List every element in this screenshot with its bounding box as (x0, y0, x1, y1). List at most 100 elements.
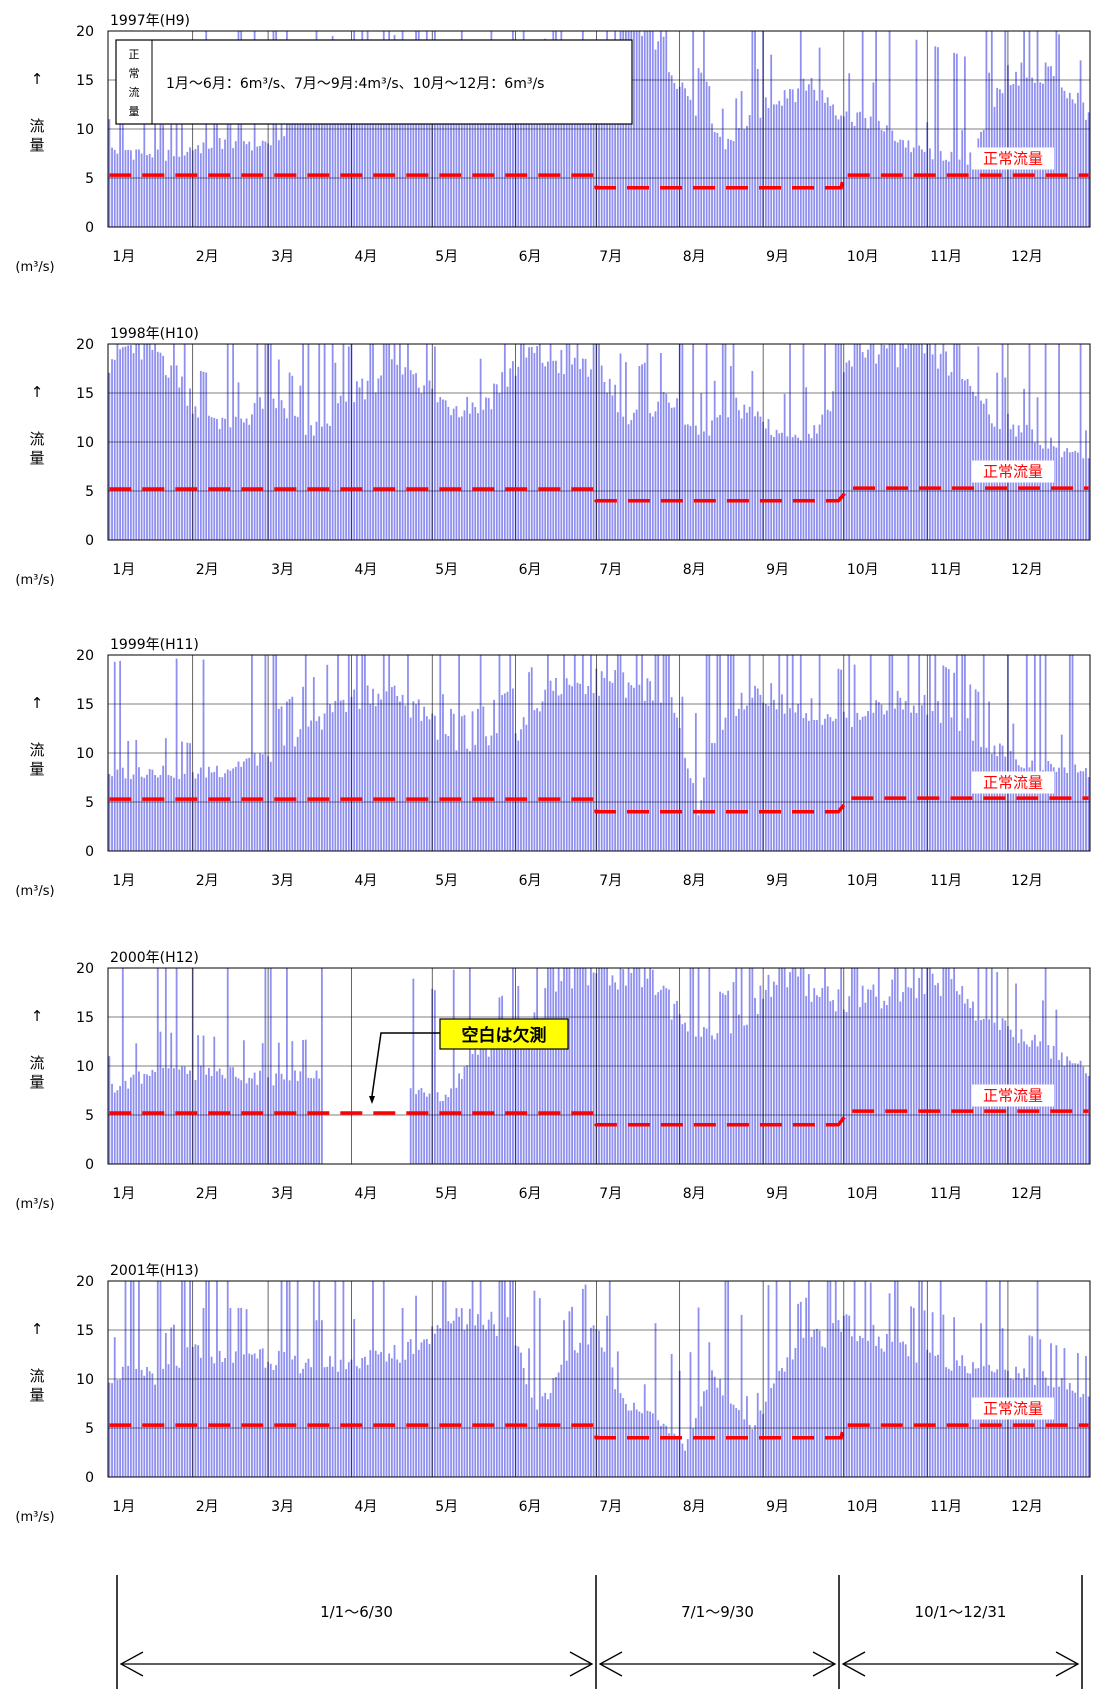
flow-bar (832, 1000, 834, 1164)
flow-bar (291, 375, 294, 540)
x-tick-label: 12月 (1011, 1186, 1043, 1202)
flow-bar (170, 1032, 173, 1164)
flow-bar (662, 36, 665, 227)
flow-bar (218, 1350, 221, 1477)
flow-bar (740, 91, 743, 228)
flow-bar (681, 1443, 684, 1477)
flow-bar (116, 1380, 119, 1477)
flow-bar (1017, 765, 1020, 851)
flow-bar (837, 1320, 840, 1477)
x-tick-label: 1月 (112, 1186, 135, 1202)
flow-bar (861, 1337, 864, 1477)
flow-bar (738, 410, 740, 540)
flow-bar (242, 1354, 245, 1477)
flow-bar (772, 1383, 775, 1477)
flow-bar (294, 1070, 296, 1164)
flow-bar (520, 1352, 522, 1477)
flow-bar (1004, 756, 1007, 851)
flow-bar (299, 385, 302, 540)
flow-bar (643, 700, 646, 851)
flow-bar (651, 416, 654, 540)
flow-bar (490, 735, 493, 851)
flow-bar (364, 79, 366, 227)
flow-bar (501, 695, 504, 851)
flow-bar (1004, 1369, 1007, 1477)
flow-bar (175, 365, 178, 540)
flow-bar (151, 349, 154, 540)
x-tick-label: 9月 (766, 1186, 789, 1202)
flow-bar (600, 671, 603, 851)
flow-bar (713, 131, 716, 227)
flow-bar (1031, 429, 1034, 540)
x-tick-label: 1月 (112, 562, 135, 578)
flow-bar (283, 136, 286, 227)
y-tick-label: 5 (85, 484, 94, 500)
x-tick-label: 6月 (519, 873, 542, 889)
flow-bar (700, 1036, 703, 1164)
flow-bar (490, 1046, 493, 1164)
flow-bar (428, 95, 431, 227)
up-arrow-label: ↑ (31, 1007, 44, 1025)
flow-bar (859, 111, 861, 227)
flow-bar (571, 364, 573, 540)
flow-bar (931, 1312, 934, 1477)
flow-bar (834, 718, 837, 851)
flow-bar (1009, 750, 1012, 851)
flow-bar (1068, 452, 1071, 540)
flow-bar (686, 1439, 689, 1477)
flow-bar (598, 1330, 600, 1477)
flow-bar (132, 1074, 135, 1164)
flow-bar (942, 665, 945, 851)
flow-bar (845, 1012, 848, 1164)
flow-bar (872, 82, 875, 227)
flow-bar (705, 1389, 708, 1477)
flow-bar (772, 981, 775, 1164)
flow-bar (232, 768, 235, 851)
y-tick-label: 10 (76, 1372, 94, 1388)
flow-bar (735, 715, 738, 851)
flow-bar (415, 1295, 417, 1477)
flow-bar (1071, 99, 1074, 227)
flow-bar (143, 1073, 146, 1164)
flow-bar (218, 429, 221, 540)
flow-bar (934, 46, 937, 228)
flow-bar (199, 767, 202, 851)
flow-bar (947, 161, 950, 227)
flow-bar (525, 724, 528, 851)
flow-bar (119, 349, 122, 540)
flow-bar (210, 1356, 213, 1477)
flow-bar (342, 699, 345, 851)
flow-bar (608, 985, 611, 1164)
flow-bar (966, 718, 969, 851)
flow-bar (501, 93, 504, 228)
flow-bar (657, 1420, 660, 1477)
flow-bar (113, 1092, 116, 1164)
flow-bar (1063, 451, 1066, 540)
flow-bar (1044, 1377, 1047, 1477)
flow-bar (396, 97, 399, 227)
flow-bar (832, 104, 834, 227)
x-tick-label: 2月 (196, 562, 219, 578)
x-tick-label: 2月 (196, 249, 219, 265)
flow-bar (447, 1321, 450, 1477)
flow-bar (146, 774, 148, 851)
flow-bar (213, 772, 216, 851)
flow-bar (167, 775, 170, 851)
flow-bar (178, 779, 181, 851)
flow-bar (571, 686, 573, 851)
flow-bar (164, 160, 167, 227)
flow-bar (797, 88, 799, 227)
flow-bar (856, 1341, 859, 1477)
up-arrow-label: ↑ (31, 694, 44, 712)
flow-bar (649, 681, 652, 851)
flow-bar (875, 1345, 878, 1477)
flow-bar (251, 1078, 253, 1164)
flow-bar (918, 977, 921, 1164)
flow-bar (546, 361, 549, 540)
flow-bar (121, 347, 124, 540)
flow-bar (864, 118, 867, 227)
flow-bar (880, 1348, 883, 1477)
flow-bar (797, 704, 799, 851)
flow-bar (740, 692, 743, 851)
flow-bar (746, 125, 748, 227)
